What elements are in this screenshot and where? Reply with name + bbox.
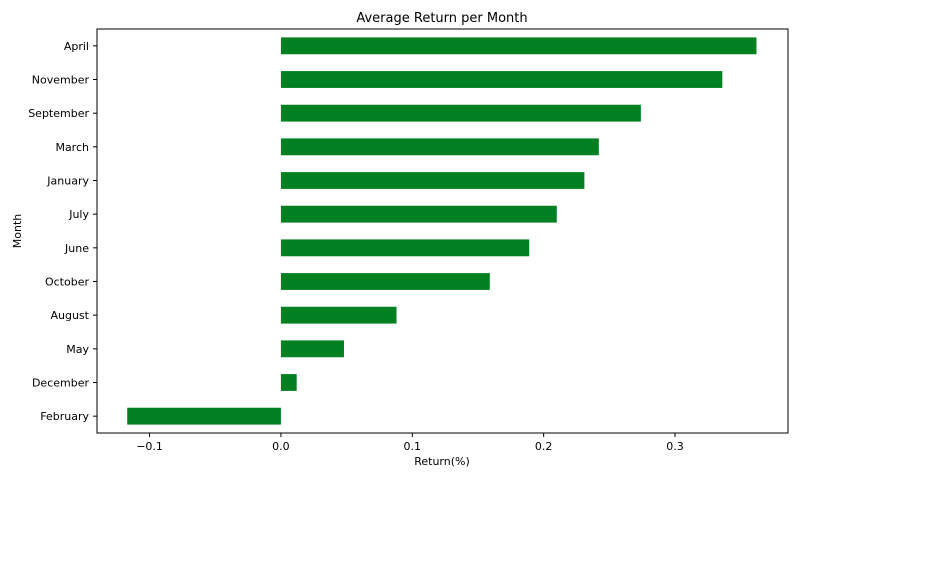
x-axis-label: Return(%): [414, 455, 470, 468]
y-tick-label: June: [64, 242, 89, 255]
y-tick-label: August: [51, 309, 90, 322]
bar-december: [280, 374, 297, 391]
y-tick-label: May: [66, 343, 89, 356]
y-tick-label: February: [40, 410, 89, 423]
y-axis-ticks: April November September March January July Ju…: [28, 40, 97, 423]
x-tick-label: 0.2: [535, 440, 553, 453]
x-tick-label: 0.1: [404, 440, 422, 453]
bar-august: [280, 306, 397, 324]
bar-may: [280, 340, 344, 358]
y-tick-label: January: [46, 175, 89, 188]
bar-january: [280, 172, 585, 189]
y-tick-label: October: [45, 276, 89, 289]
y-tick-label: December: [32, 377, 90, 390]
bars-group: [127, 37, 757, 425]
bar-february: [127, 407, 281, 425]
y-axis-label: Month: [11, 214, 24, 249]
bar-april: [280, 37, 757, 55]
chart-title: Average Return per Month: [356, 11, 527, 26]
y-tick-label: March: [55, 141, 89, 154]
x-tick-label: 0.3: [666, 440, 684, 453]
bar-march: [280, 138, 599, 156]
bar-june: [280, 239, 530, 257]
y-tick-label: July: [68, 208, 89, 221]
y-tick-label: November: [32, 74, 90, 87]
plot-frame: [96, 28, 789, 434]
bar-november: [280, 71, 723, 88]
bar-september: [280, 104, 641, 122]
x-axis-ticks: −0.1 0.0 0.1 0.2 0.3: [136, 433, 684, 453]
bar-july: [280, 205, 557, 223]
bar-october: [280, 273, 490, 290]
y-tick-label: September: [28, 107, 89, 120]
x-tick-label: 0.0: [272, 440, 290, 453]
x-tick-label: −0.1: [136, 440, 163, 453]
y-tick-label: April: [64, 40, 89, 53]
